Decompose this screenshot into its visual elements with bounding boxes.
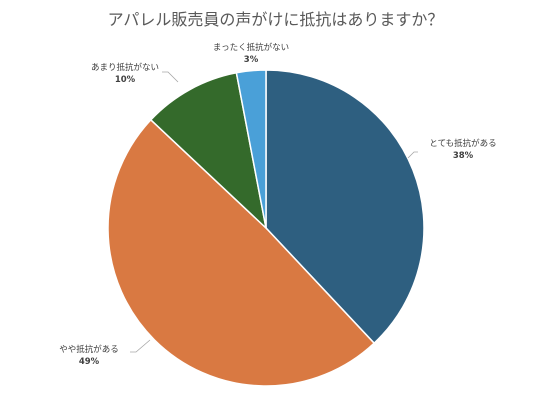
- slice-label-4: まったく抵抗がない: [213, 42, 289, 53]
- pie-slice-4: [235, 69, 267, 229]
- leader-line-2: [130, 339, 151, 353]
- slice-value-1: 38%: [453, 151, 474, 161]
- slice-label-3: あまり抵抗がない: [91, 62, 159, 73]
- slice-labels: とても抵抗がある 38% やや抵抗がある 49% あまり抵抗がない 10% まったく抵抗がな…: [59, 42, 496, 367]
- leader-lines: [130, 71, 418, 353]
- pie-slice-2: [107, 118, 376, 387]
- pie-slices: [107, 69, 425, 387]
- slice-label-2: やや抵抗がある: [59, 344, 119, 355]
- slice-value-3: 10%: [115, 75, 136, 85]
- pie-slice-3: [149, 71, 268, 231]
- pie-slice-1: [265, 69, 425, 345]
- leader-line-3: [162, 71, 179, 83]
- leader-line-1: [407, 151, 418, 159]
- slice-label-1: とても抵抗がある: [429, 138, 496, 149]
- chart-title: アパレル販売員の声がけに抵抗はありますか？: [107, 10, 444, 29]
- slice-value-4: 3%: [244, 55, 259, 65]
- slice-value-2: 49%: [79, 357, 100, 367]
